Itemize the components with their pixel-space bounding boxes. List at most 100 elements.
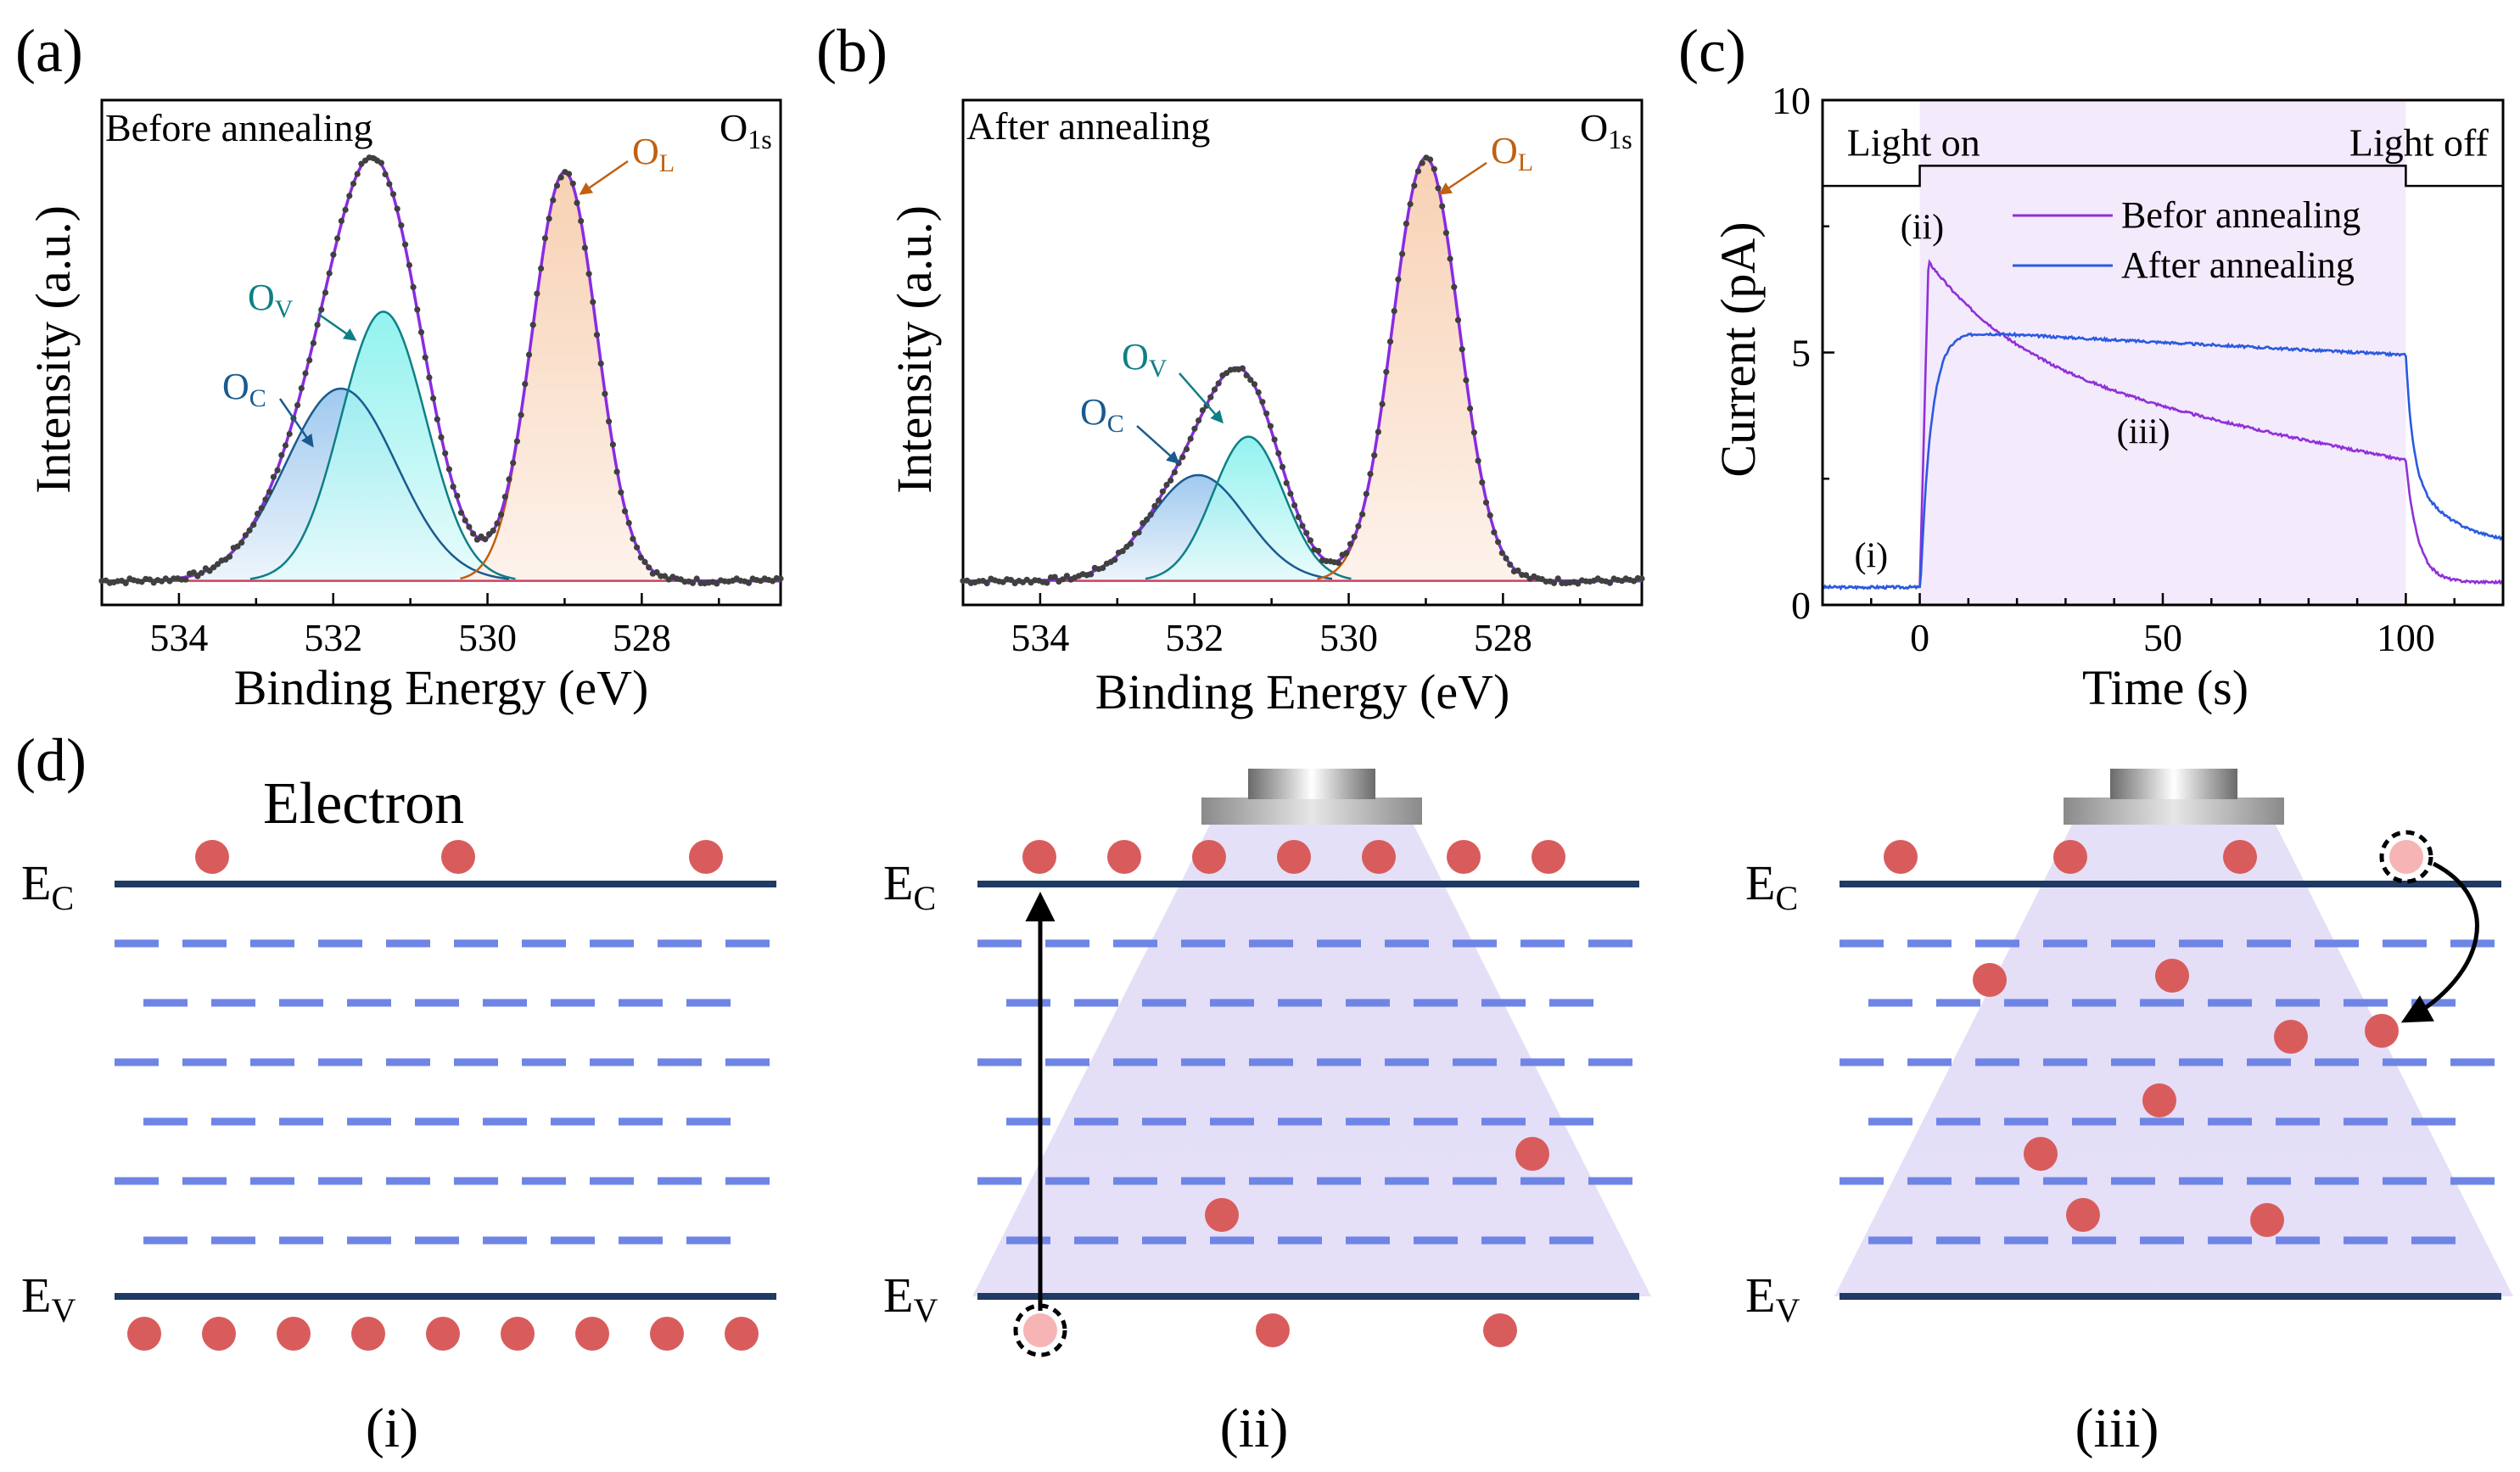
data-point bbox=[1196, 417, 1202, 424]
peak-fill-ol bbox=[1317, 158, 1534, 581]
data-point bbox=[1287, 490, 1294, 497]
data-point bbox=[1442, 229, 1449, 236]
data-point bbox=[546, 215, 552, 222]
data-point bbox=[1427, 156, 1434, 163]
data-point bbox=[566, 171, 573, 177]
electron bbox=[1205, 1198, 1239, 1232]
data-point bbox=[410, 283, 417, 290]
data-point bbox=[1211, 386, 1218, 393]
axis-ticks-c: 0 50 100 0 5 10 bbox=[1772, 79, 2505, 659]
y-axis-label-a: Intensity (a.u.) bbox=[25, 205, 81, 494]
data-point bbox=[350, 180, 357, 187]
peak-fill-ov bbox=[1145, 436, 1352, 581]
data-point bbox=[1479, 479, 1486, 486]
x-tick-label: 534 bbox=[149, 616, 208, 659]
data-point bbox=[1475, 457, 1481, 464]
data-point bbox=[470, 530, 477, 537]
data-point bbox=[1399, 250, 1406, 257]
data-point bbox=[529, 322, 536, 328]
electron bbox=[689, 840, 723, 874]
data-point bbox=[394, 205, 400, 212]
data-point bbox=[182, 576, 189, 583]
data-point bbox=[1247, 377, 1254, 383]
data-point bbox=[1291, 502, 1298, 509]
data-point bbox=[406, 261, 412, 269]
data-point bbox=[466, 523, 473, 530]
data-point bbox=[1606, 579, 1613, 586]
data-point bbox=[270, 473, 277, 480]
label-ov-b: OV bbox=[1122, 336, 1224, 424]
data-point bbox=[274, 467, 281, 473]
chart-b: 534 532 530 528 After annealing O1s Intensi… bbox=[887, 98, 1645, 719]
subpanel-tag-ii: (ii) bbox=[1220, 1397, 1289, 1459]
data-point bbox=[606, 418, 613, 425]
data-point bbox=[386, 181, 393, 187]
data-point bbox=[426, 374, 433, 381]
fit-envelope bbox=[963, 156, 1642, 583]
svg-text:OC: OC bbox=[1080, 391, 1124, 438]
data-point bbox=[1375, 428, 1381, 435]
data-point bbox=[1467, 405, 1474, 412]
data-point bbox=[286, 430, 293, 438]
data-point bbox=[430, 395, 437, 402]
data-point bbox=[422, 354, 428, 361]
ec-label: EC bbox=[883, 855, 936, 917]
data-point bbox=[590, 299, 596, 305]
data-point bbox=[1295, 513, 1302, 521]
chart-a: 534 532 530 528 Before annealing O1s Intens… bbox=[25, 98, 784, 715]
x-tick-label: 530 bbox=[1319, 616, 1378, 659]
data-point bbox=[278, 451, 285, 459]
electron bbox=[1107, 840, 1141, 874]
data-point bbox=[334, 235, 341, 242]
x-axis-label-c: Time (s) bbox=[2082, 660, 2248, 715]
data-point bbox=[434, 416, 440, 423]
data-point bbox=[398, 222, 405, 229]
data-point bbox=[1447, 255, 1453, 262]
x-tick-label: 0 bbox=[1910, 616, 1929, 659]
electron bbox=[1973, 963, 2007, 997]
x-tick-label: 50 bbox=[2143, 616, 2182, 659]
electron bbox=[1532, 840, 1565, 874]
data-point bbox=[1112, 557, 1118, 563]
x-tick-label: 532 bbox=[1165, 616, 1224, 659]
data-point bbox=[294, 402, 301, 409]
data-point bbox=[1100, 564, 1106, 572]
ev-label: EV bbox=[1745, 1268, 1800, 1329]
data-point bbox=[1088, 571, 1095, 578]
data-point bbox=[1156, 497, 1162, 504]
electron bbox=[1256, 1313, 1290, 1347]
data-point bbox=[689, 579, 697, 586]
legend-label-before: Befor annealing bbox=[2121, 194, 2360, 236]
data-point bbox=[625, 519, 632, 527]
data-point bbox=[445, 466, 453, 473]
data-point bbox=[593, 332, 601, 339]
data-point bbox=[1435, 185, 1442, 192]
measured-points bbox=[960, 154, 1645, 587]
data-point bbox=[1459, 346, 1465, 353]
hole-marker bbox=[1013, 1303, 1067, 1357]
electron bbox=[1447, 840, 1481, 874]
electron bbox=[2053, 840, 2087, 874]
electron bbox=[351, 1317, 385, 1351]
data-point bbox=[745, 579, 753, 586]
data-point bbox=[227, 553, 233, 560]
data-point bbox=[310, 339, 316, 346]
data-point bbox=[322, 289, 329, 296]
label-ol-a: OL bbox=[579, 131, 675, 195]
data-point bbox=[238, 540, 245, 546]
data-point bbox=[1491, 529, 1498, 536]
data-point bbox=[661, 573, 669, 579]
series-befor-annealing bbox=[1822, 259, 2504, 591]
data-point bbox=[234, 543, 241, 550]
data-point bbox=[653, 568, 660, 576]
panel-tag-a: (a) bbox=[15, 17, 83, 85]
data-point bbox=[513, 438, 521, 445]
peak-line-ov bbox=[1145, 435, 1352, 580]
x-tick-label: 528 bbox=[613, 616, 671, 659]
data-point bbox=[1279, 463, 1286, 471]
subpanel-tag-i: (i) bbox=[366, 1397, 418, 1459]
component-lines-a bbox=[98, 154, 784, 587]
data-point bbox=[581, 244, 589, 251]
data-point bbox=[342, 206, 349, 213]
data-point bbox=[602, 390, 608, 397]
